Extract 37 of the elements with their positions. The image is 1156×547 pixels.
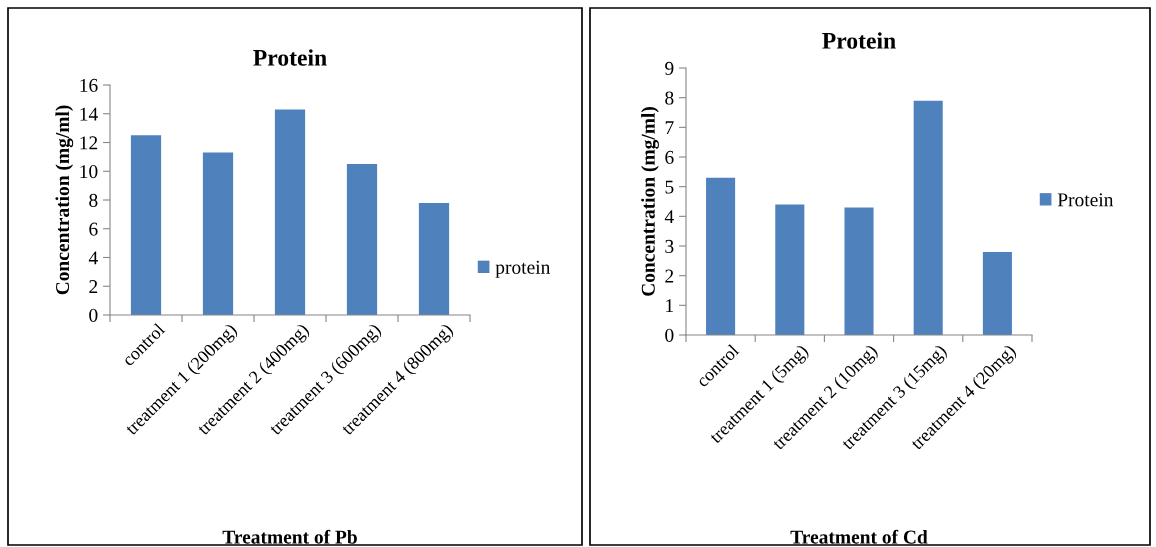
y-tick-label: 0 [89, 308, 98, 322]
bar [706, 177, 736, 335]
y-tick-label: 0 [665, 328, 674, 342]
y-tick-label: 6 [89, 222, 98, 236]
bar [982, 251, 1012, 335]
x-axis-title: Treatment of Pb [222, 529, 357, 544]
legend-label: Protein [1057, 193, 1114, 207]
y-tick-label: 16 [80, 78, 98, 92]
y-tick-label: 8 [89, 193, 98, 207]
y-tick-label: 4 [664, 210, 674, 224]
y-tick-label: 3 [665, 239, 674, 253]
bar [844, 207, 874, 335]
y-tick-label: 7 [665, 121, 674, 135]
y-tick-label: 4 [88, 251, 98, 265]
y-axis-title: Concentration (mg/ml) [641, 107, 659, 296]
y-tick-label: 5 [665, 180, 674, 194]
y-tick-label: 10 [80, 165, 98, 179]
y-tick-label: 12 [80, 136, 98, 150]
bar [274, 109, 306, 315]
chart-title: Protein [253, 49, 327, 66]
bar [775, 204, 805, 335]
y-tick-label: 8 [665, 91, 674, 105]
bar [202, 152, 234, 315]
y-tick-label: 14 [80, 107, 98, 121]
legend-label: protein [495, 260, 551, 278]
chart-title: Protein [822, 32, 896, 49]
y-tick-label: 2 [665, 269, 674, 283]
y-tick-label: 2 [89, 280, 98, 293]
y-tick-label: 9 [665, 61, 674, 75]
bar [418, 202, 450, 315]
bar [130, 135, 162, 315]
bar [346, 164, 378, 315]
y-tick-label: 1 [666, 299, 674, 313]
y-tick-label: 6 [665, 150, 674, 164]
x-axis-title: Treatment of Cd [790, 529, 928, 544]
y-axis-title: Concentration (mg/ml) [55, 105, 74, 295]
bar [913, 100, 943, 335]
